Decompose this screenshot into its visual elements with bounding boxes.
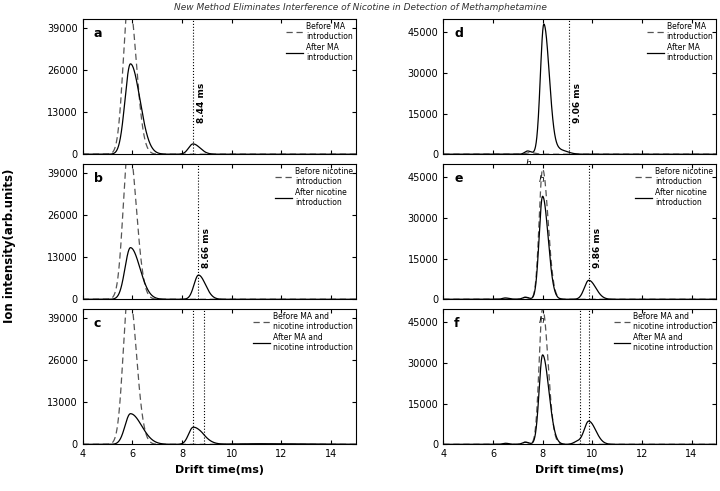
Text: 9.06 ms: 9.06 ms bbox=[572, 82, 582, 123]
Text: c: c bbox=[94, 317, 101, 330]
Legend: Before nicotine
introduction, After nicotine
introduction: Before nicotine introduction, After nico… bbox=[635, 166, 714, 208]
Text: f: f bbox=[454, 317, 460, 330]
Legend: Before MA and
nicotine introduction, After MA and
nicotine introduction: Before MA and nicotine introduction, Aft… bbox=[252, 311, 354, 353]
Text: 8.44 ms: 8.44 ms bbox=[197, 82, 206, 123]
X-axis label: Drift time(ms): Drift time(ms) bbox=[536, 465, 624, 475]
Text: 9.86 ms: 9.86 ms bbox=[593, 228, 601, 268]
Text: d: d bbox=[454, 27, 463, 40]
Text: e: e bbox=[454, 172, 463, 185]
Text: a: a bbox=[94, 27, 102, 40]
Text: $h$: $h$ bbox=[526, 157, 533, 167]
Text: 8.66 ms: 8.66 ms bbox=[202, 228, 211, 268]
Text: $h$: $h$ bbox=[538, 314, 545, 325]
Text: New Method Eliminates Interference of Nicotine in Detection of Methamphetamine: New Method Eliminates Interference of Ni… bbox=[174, 3, 546, 12]
Text: b: b bbox=[94, 172, 102, 185]
Legend: Before MA
introduction, After MA
introduction: Before MA introduction, After MA introdu… bbox=[646, 21, 714, 63]
Legend: Before nicotine
introduction, After nicotine
introduction: Before nicotine introduction, After nico… bbox=[274, 166, 354, 208]
X-axis label: Drift time(ms): Drift time(ms) bbox=[175, 465, 264, 475]
Legend: Before MA and
nicotine introduction, After MA and
nicotine introduction: Before MA and nicotine introduction, Aft… bbox=[613, 311, 714, 353]
Text: Ion intensity(arb.units): Ion intensity(arb.units) bbox=[3, 168, 16, 323]
Text: $h$: $h$ bbox=[538, 173, 545, 184]
Legend: Before MA
introduction, After MA
introduction: Before MA introduction, After MA introdu… bbox=[285, 21, 354, 63]
